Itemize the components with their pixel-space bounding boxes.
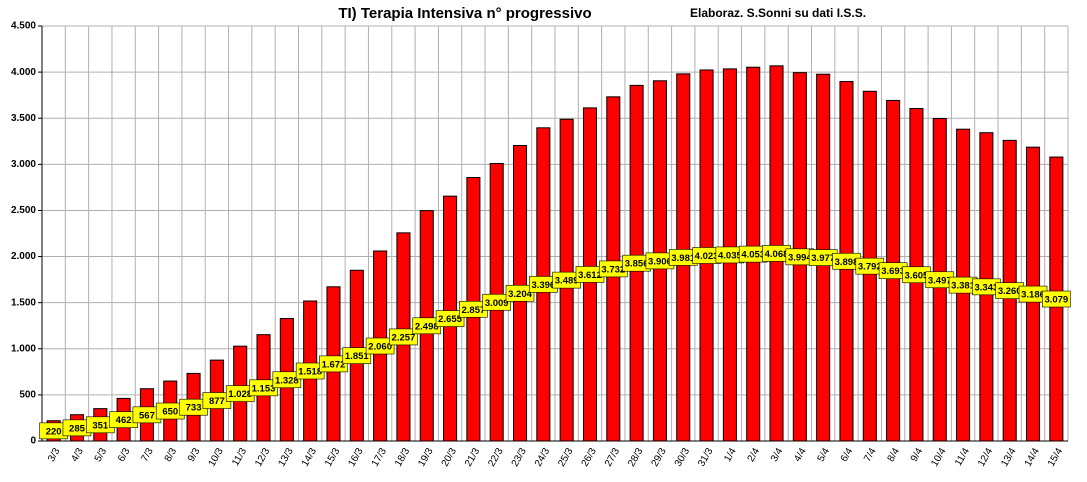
value-label-text: 285 (69, 423, 86, 434)
value-label-text: 3.079 (1044, 295, 1068, 306)
value-label-text: 2.857 (461, 305, 485, 316)
value-label-text: 3.693 (881, 266, 905, 277)
value-label-text: 4.068 (765, 249, 789, 260)
y-tick-label: 3.000 (11, 159, 36, 170)
value-label-box (1042, 290, 1071, 308)
value-label: 2.257 (389, 328, 418, 346)
value-label-text: 3.497 (928, 275, 952, 286)
value-label-box (272, 371, 302, 389)
value-label: 3.497 (925, 271, 955, 289)
value-label-text: 733 (186, 403, 202, 414)
value-label-text: 4.035 (718, 250, 742, 261)
value-label-box (389, 328, 418, 346)
y-tick-label: 3.500 (11, 113, 36, 124)
value-label: 1.851 (342, 347, 372, 364)
y-tick-label: 1.500 (11, 297, 36, 308)
value-label: 2.060 (365, 337, 395, 355)
y-tick-label: 500 (19, 390, 36, 401)
value-label-box (505, 284, 535, 302)
value-label-text: 3.981 (671, 253, 695, 264)
value-label-box (482, 293, 512, 311)
value-label-text: 3.186 (1021, 290, 1045, 301)
value-label-text: 2.655 (438, 314, 462, 325)
value-label: 4.023 (692, 247, 721, 264)
value-label-box (342, 347, 372, 364)
value-label: 3.856 (622, 254, 651, 272)
value-label-text: 650 (162, 407, 178, 418)
chart-title: TI) Terapia Intensiva n° progressivo (338, 5, 591, 22)
value-label-text: 4.023 (695, 251, 719, 262)
y-tick-label: 1.000 (11, 343, 36, 354)
value-label-text: 3.605 (905, 270, 929, 281)
value-label-text: 3.856 (625, 259, 649, 270)
y-tick-label: 2.000 (11, 251, 36, 262)
value-label-box (435, 310, 465, 327)
value-label-text: 2.498 (415, 321, 439, 332)
value-label-box (365, 337, 395, 355)
value-label-text: 567 (139, 410, 155, 421)
value-label: 4.053 (738, 245, 768, 263)
value-label-text: 3.396 (531, 280, 555, 291)
value-label: 2.498 (412, 317, 442, 335)
value-label-text: 3.612 (578, 270, 602, 281)
value-label: 1.672 (319, 355, 348, 373)
value-label: 2.655 (435, 310, 465, 327)
value-label-text: 3.009 (485, 298, 509, 309)
value-label-text: 1.672 (322, 359, 346, 370)
value-label-text: 351 (92, 420, 109, 431)
value-label-text: 3.260 (998, 286, 1022, 297)
value-label: 3.009 (482, 293, 512, 311)
value-label: 3.079 (1042, 290, 1071, 308)
value-label-text: 3.732 (601, 264, 625, 275)
value-label-text: 220 (46, 426, 62, 437)
value-label-text: 3.204 (508, 289, 532, 300)
value-label-text: 3.489 (555, 276, 579, 287)
value-label-text: 2.257 (392, 332, 416, 343)
value-label-text: 462 (116, 415, 132, 426)
value-label-text: 1.518 (298, 367, 322, 378)
value-label-text: 3.343 (974, 282, 998, 293)
value-label-text: 2.060 (368, 342, 392, 353)
value-label-text: 1.851 (345, 351, 369, 362)
y-tick-label: 0 (30, 436, 36, 447)
value-label-text: 877 (209, 396, 225, 407)
value-label: 3.204 (505, 284, 535, 302)
y-tick-label: 4.000 (11, 67, 36, 78)
value-label-text: 1.153 (252, 383, 276, 394)
value-label: 1.328 (272, 371, 302, 389)
value-label: 3.605 (902, 266, 931, 284)
value-label-text: 4.053 (741, 250, 765, 261)
y-tick-label: 4.500 (11, 21, 36, 32)
chart-subtitle: Elaboraz. S.Sonni su dati I.S.S. (690, 6, 866, 20)
value-label-text: 3.792 (858, 262, 882, 273)
value-label-text: 3.994 (788, 252, 812, 263)
value-label-text: 3.898 (835, 257, 859, 268)
y-tick-label: 2.500 (11, 205, 36, 216)
value-label-text: 3.977 (811, 253, 835, 264)
value-label-text: 3.381 (951, 281, 975, 292)
value-label-text: 1.028 (228, 389, 252, 400)
value-label-text: 3.906 (648, 256, 672, 267)
value-label-text: 1.328 (275, 375, 299, 386)
